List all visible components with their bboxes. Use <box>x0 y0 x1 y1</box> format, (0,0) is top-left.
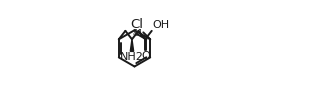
Text: &1: &1 <box>133 29 143 38</box>
Polygon shape <box>130 39 134 51</box>
Text: Cl: Cl <box>130 18 143 31</box>
Text: NH2: NH2 <box>120 52 144 62</box>
Text: O: O <box>141 51 150 61</box>
Text: OH: OH <box>152 20 169 30</box>
